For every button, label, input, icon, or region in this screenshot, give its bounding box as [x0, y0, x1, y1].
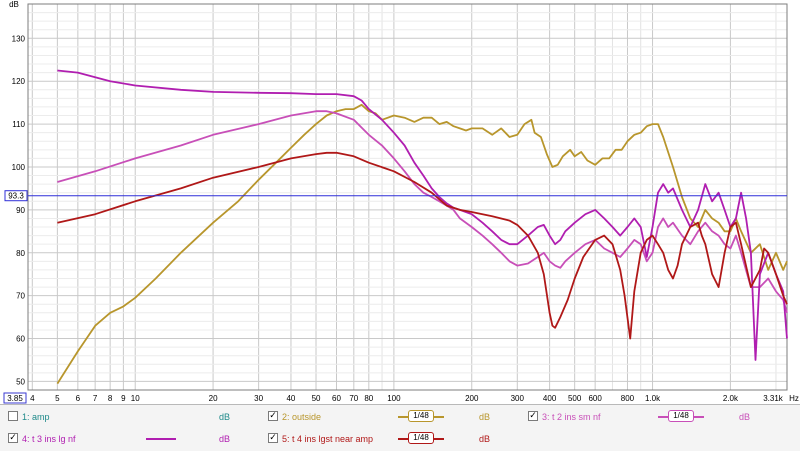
x-tick-label: 10 — [131, 394, 140, 403]
trace-swatch — [434, 416, 444, 418]
y-tick-label: 60 — [16, 335, 25, 344]
legend-unit: dB — [479, 412, 491, 422]
legend-unit: dB — [219, 412, 231, 422]
x-tick-label: 50 — [312, 394, 321, 403]
legend-label: 4: t 3 ins lg nf — [22, 434, 76, 444]
legend-unit: dB — [739, 412, 751, 422]
series-line — [57, 69, 788, 361]
legend-unit: dB — [479, 434, 491, 444]
legend-item-t2[interactable]: ✓ 3: t 2 ins sm nf 1/48 dB — [528, 408, 788, 426]
legend-checkbox[interactable]: ✓ — [528, 411, 538, 421]
trace-swatch — [398, 416, 408, 418]
y-tick-label: 80 — [16, 249, 25, 258]
series-line — [57, 110, 788, 314]
legend-checkbox[interactable]: ✓ — [268, 411, 278, 421]
legend-item-t4[interactable]: ✓ 5: t 4 ins lgst near amp 1/48 dB — [268, 430, 528, 448]
x-axis-unit: Hz — [789, 394, 799, 403]
x-min-label-box — [3, 392, 27, 404]
trace-swatch — [658, 416, 668, 418]
legend-label: 3: t 2 ins sm nf — [542, 412, 601, 422]
y-tick-label: 110 — [12, 120, 25, 129]
x-tick-label: 800 — [621, 394, 635, 403]
x-tick-label: 8 — [108, 394, 113, 403]
trace-swatch — [434, 438, 444, 440]
legend-item-amp[interactable]: 1: amp dB — [8, 408, 268, 426]
legend-checkbox[interactable]: ✓ — [8, 433, 18, 443]
plot-background — [28, 4, 787, 390]
trace-swatch — [146, 438, 176, 440]
legend-label: 1: amp — [22, 412, 50, 422]
x-tick-label: 80 — [364, 394, 373, 403]
x-tick-label: 6 — [76, 394, 81, 403]
x-tick-label: 300 — [511, 394, 525, 403]
y-tick-label: 130 — [12, 34, 26, 43]
x-tick-label: 5 — [55, 394, 60, 403]
x-tick-label: 4 — [30, 394, 35, 403]
x-tick-label: 9 — [121, 394, 126, 403]
x-tick-label: 40 — [286, 394, 295, 403]
series-line — [56, 103, 788, 385]
legend-item-t3[interactable]: ✓ 4: t 3 ins lg nf dB — [8, 430, 268, 448]
series-line — [57, 151, 788, 340]
legend-item-outside[interactable]: ✓ 2: outside 1/48 dB — [268, 408, 528, 426]
trace-swatch — [694, 416, 704, 418]
legend-label: 2: outside — [282, 412, 322, 422]
legend-checkbox[interactable] — [8, 411, 18, 421]
smoothing-badge[interactable]: 1/48 — [408, 432, 434, 444]
smoothing-badge[interactable]: 1/48 — [408, 410, 434, 422]
y-tick-label: 70 — [16, 292, 25, 301]
legend-unit: dB — [219, 434, 231, 444]
y-axis-unit: dB — [9, 0, 19, 9]
x-tick-label: 20 — [209, 394, 218, 403]
x-tick-label: 200 — [465, 394, 479, 403]
x-tick-label: 7 — [93, 394, 98, 403]
legend-checkbox[interactable]: ✓ — [268, 433, 278, 443]
y-tick-label: 120 — [12, 77, 26, 86]
chart-canvas[interactable]: 50 60 70 80 90 100 110 120 130 dB 4 5 6 7 8 9 10 20 30 40 50… — [0, 0, 800, 404]
x-tick-label: 500 — [568, 394, 582, 403]
x-tick-label: 60 — [332, 394, 341, 403]
legend-label: 5: t 4 ins lgst near amp — [282, 434, 374, 444]
y-tick-label: 50 — [16, 377, 25, 386]
trace-legend: 1: amp dB ✓ 2: outside 1/48 dB ✓ 3: t 2 … — [0, 404, 800, 451]
frequency-response-plot[interactable]: 50 60 70 80 90 100 110 120 130 dB 4 5 6 7 8 9 10 20 30 40 50… — [0, 0, 800, 404]
x-tick-label: 400 — [543, 394, 557, 403]
x-axis-min-label: 3.85 — [7, 394, 23, 403]
plot-frame — [27, 3, 788, 391]
cursor-label-box — [4, 190, 28, 202]
x-tick-label: 2.0k — [723, 394, 739, 403]
y-tick-label: 90 — [16, 206, 25, 215]
x-tick-label: 1.0k — [645, 394, 661, 403]
x-axis-max-label: 3.31k — [763, 394, 784, 403]
smoothing-badge[interactable]: 1/48 — [668, 410, 694, 422]
x-tick-label: 600 — [588, 394, 602, 403]
y-tick-label: 100 — [12, 163, 26, 172]
x-tick-label: 30 — [254, 394, 263, 403]
cursor-label: 93.3 — [8, 192, 24, 201]
x-tick-label: 70 — [349, 394, 358, 403]
x-tick-label: 100 — [387, 394, 401, 403]
trace-swatch — [398, 438, 408, 440]
